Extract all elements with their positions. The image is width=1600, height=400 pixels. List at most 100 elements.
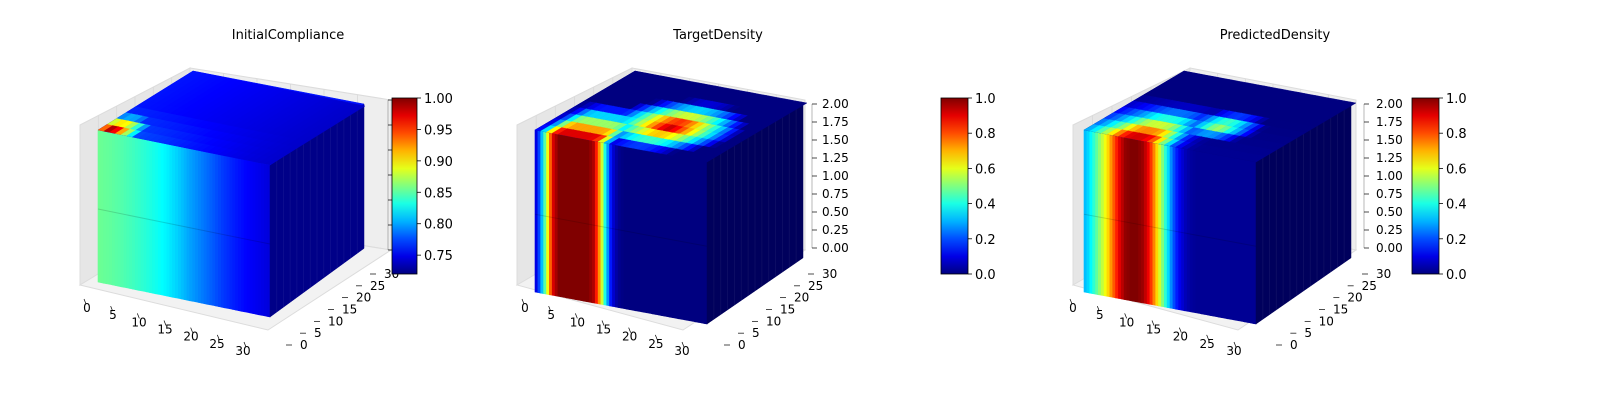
x-tick — [110, 306, 113, 312]
voxel-front-strip — [229, 156, 233, 310]
voxel-front-strip — [695, 159, 699, 323]
x-tick — [83, 298, 87, 305]
voxel-front-strip — [617, 145, 622, 309]
y-tick-label: 15 — [1333, 303, 1348, 317]
x-tick-label: 30 — [1226, 344, 1241, 358]
voxel-front-strip — [1118, 136, 1122, 300]
x-tick-label: 10 — [131, 315, 146, 329]
voxel-front-strip — [603, 142, 608, 306]
voxel-front-strip — [1083, 129, 1088, 293]
voxel-front-strip — [209, 152, 213, 306]
voxel-front-strip — [586, 139, 590, 303]
x-tick — [163, 320, 167, 326]
voxel-front-strip — [246, 159, 251, 314]
y-tick-label: 10 — [766, 314, 781, 328]
colorbar-tick-label: 0.85 — [424, 186, 453, 201]
colorbar-tick-label: 0.80 — [424, 218, 453, 233]
voxel-front-strip — [1098, 132, 1102, 296]
voxel-front-strip — [1221, 155, 1225, 319]
voxel-front-strip — [232, 157, 236, 311]
voxel-front-strip — [643, 149, 648, 314]
x-tick — [575, 313, 578, 319]
y-tick-label: 30 — [1376, 267, 1391, 281]
x-tick — [681, 341, 685, 348]
x-tick-label: 15 — [157, 323, 172, 337]
voxel-front-strip — [1121, 136, 1125, 300]
voxel-front-strip — [1164, 144, 1168, 308]
x-tick-label: 15 — [596, 323, 611, 337]
voxel-front-strip — [1143, 140, 1148, 305]
voxel-front-strip — [626, 146, 630, 310]
voxel-front-strip — [1172, 146, 1176, 310]
voxel-front-strip — [129, 136, 133, 290]
voxel-front-strip — [546, 131, 550, 296]
voxel-front-strip — [218, 154, 222, 308]
x-tick — [243, 341, 247, 348]
x-tick-label: 20 — [1173, 330, 1188, 344]
voxel-front-strip — [1095, 131, 1099, 296]
voxel-top-cell — [790, 101, 808, 110]
voxel-front-strip — [1189, 149, 1194, 313]
voxel-front-strip — [183, 147, 188, 301]
voxel-front-strip — [1109, 134, 1113, 298]
x-tick-label: 0 — [83, 301, 91, 315]
voxel-front-strip — [261, 162, 265, 317]
z-tick-label: 1.75 — [822, 115, 849, 129]
voxel-front-strip — [152, 140, 156, 295]
voxel-front-strip — [1212, 153, 1217, 317]
x-tick-label: 5 — [547, 308, 555, 322]
voxel-front-strip — [669, 154, 673, 318]
voxel-front-strip — [612, 144, 616, 308]
z-tick-label: 0.00 — [822, 241, 849, 255]
x-tick-label: 20 — [622, 330, 637, 344]
voxel-front-strip — [623, 146, 628, 310]
voxel-front-strip — [249, 160, 254, 314]
voxel-front-strip — [137, 137, 142, 292]
voxel-front-strip — [557, 133, 562, 298]
z-tick-label: 0.75 — [1376, 187, 1403, 201]
voxel-front-strip — [629, 147, 633, 311]
colorbar-tick-label: 0.0 — [975, 268, 996, 283]
voxel-front-strip — [571, 136, 576, 300]
z-tick-label: 0.00 — [1376, 241, 1403, 255]
voxel-front-strip — [252, 161, 256, 315]
y-tick-label: 20 — [794, 291, 809, 305]
voxel-front-strip — [140, 138, 145, 292]
voxel-front-strip — [157, 141, 162, 296]
y-tick-label: 10 — [1319, 314, 1334, 328]
voxel-front-strip — [677, 156, 682, 320]
y-tick-label: 25 — [370, 279, 385, 293]
voxel-front-strip — [1192, 149, 1197, 314]
voxel-front-strip — [178, 145, 182, 300]
voxel-front-strip — [660, 153, 665, 317]
voxel-front-strip — [226, 155, 231, 310]
voxel-front-strip — [1169, 145, 1174, 309]
voxel-front-strip — [580, 138, 585, 302]
voxel-front-strip — [1089, 130, 1093, 294]
voxel-front-strip — [560, 134, 565, 298]
voxel-front-strip — [1103, 133, 1108, 297]
colorbar-tick-label: 0.4 — [1446, 198, 1467, 213]
voxel-front-strip — [186, 147, 190, 302]
voxel-front-strip — [180, 146, 185, 300]
x-tick-label: 30 — [235, 344, 250, 358]
voxel-front-strip — [172, 144, 176, 299]
voxel-front-strip — [223, 155, 228, 309]
voxel-front-strip — [238, 158, 242, 312]
voxel-front-strip — [163, 143, 168, 297]
voxel-front-strip — [1146, 141, 1151, 305]
voxel-front-strip — [215, 153, 219, 307]
voxel-front-strip — [1252, 161, 1257, 325]
voxel-front-strip — [680, 156, 685, 321]
voxel-front-strip — [537, 130, 542, 294]
voxel-front-strip — [620, 145, 625, 309]
chart-title: PredictedDensity — [1220, 28, 1331, 43]
chart-title: InitialCompliance — [232, 28, 345, 43]
voxel-front-strip — [155, 141, 159, 295]
voxel-front-strip — [609, 143, 613, 307]
z-tick-label: 0.25 — [822, 223, 849, 237]
colorbar — [1411, 97, 1440, 275]
x-tick-label: 25 — [209, 337, 224, 351]
